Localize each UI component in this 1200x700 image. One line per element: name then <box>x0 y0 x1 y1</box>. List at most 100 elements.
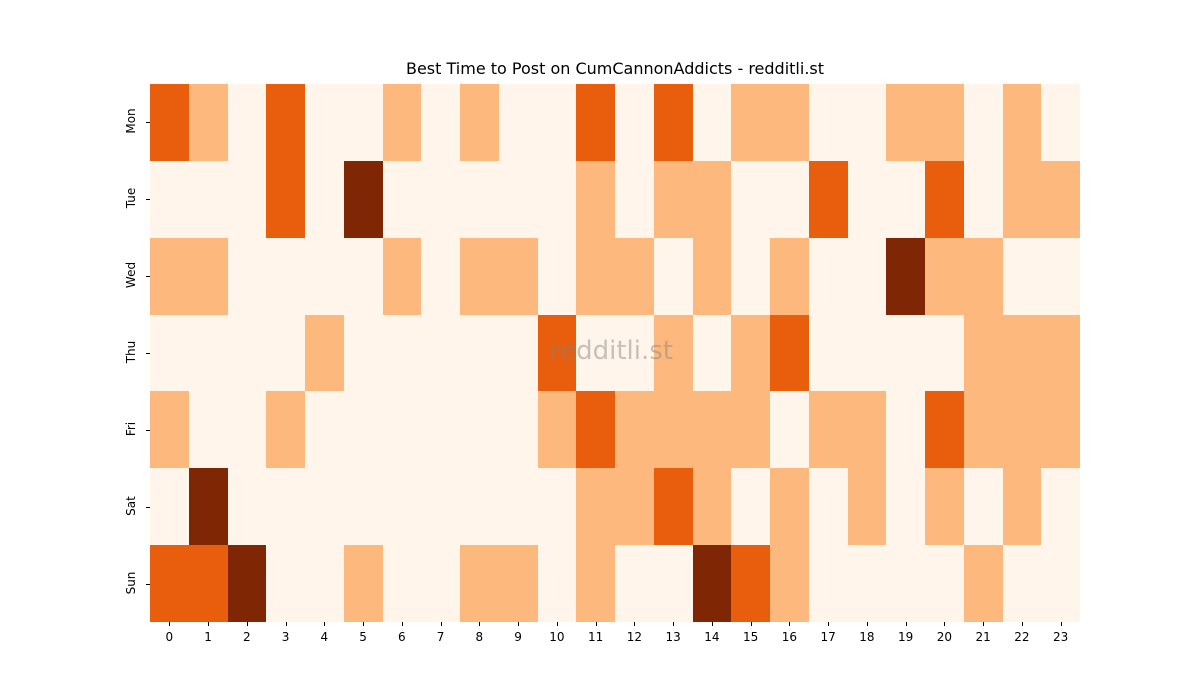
x-tick-label: 15 <box>742 630 759 644</box>
heatmap-cell <box>498 160 538 238</box>
heatmap-cell <box>460 160 499 238</box>
heatmap-cell <box>731 314 770 392</box>
heatmap-cell <box>227 545 267 622</box>
x-tick-label: 17 <box>820 630 836 644</box>
heatmap-cell <box>731 237 770 315</box>
heatmap-cell <box>266 160 305 238</box>
heatmap-cell <box>847 468 887 546</box>
heatmap-cell <box>770 237 809 315</box>
x-tick <box>673 622 675 626</box>
heatmap-cell <box>460 391 499 469</box>
heatmap-cell <box>188 545 228 622</box>
heatmap-cell <box>963 314 1003 392</box>
heatmap-cell <box>537 545 577 622</box>
x-tick <box>1060 622 1062 626</box>
heatmap-cell <box>188 84 228 161</box>
heatmap-cell <box>1002 160 1042 238</box>
heatmap-cell <box>886 468 925 546</box>
heatmap-cell <box>886 160 925 238</box>
heatmap-cell <box>266 391 305 469</box>
x-tick-label: 12 <box>626 630 643 644</box>
x-tick <box>401 622 403 626</box>
heatmap-cell <box>188 314 228 392</box>
x-tick-label: 5 <box>359 630 367 644</box>
heatmap-cell <box>266 314 305 392</box>
heatmap-cell <box>692 237 732 315</box>
heatmap-cell <box>692 468 732 546</box>
x-axis: 0 1 2 3 4 5 6 7 8 9 10 11 12 13 14 15 16 17 18 19 20 21 22 23 <box>150 622 1080 652</box>
x-tick <box>905 622 907 626</box>
heatmap-cell <box>537 391 577 469</box>
x-tick-label: 4 <box>320 630 329 644</box>
x-tick <box>789 622 791 626</box>
heatmap-cell <box>343 160 383 238</box>
heatmap-cell <box>731 84 770 161</box>
x-tick <box>866 622 868 626</box>
y-tick-label: Sat <box>124 495 138 516</box>
x-tick-label: 3 <box>281 630 290 644</box>
heatmap-cell <box>421 545 460 622</box>
heatmap-cell <box>1041 468 1080 546</box>
heatmap-cell <box>770 160 809 238</box>
heatmap-cell <box>808 160 848 238</box>
heatmap-cell <box>615 468 654 546</box>
heatmap-cell <box>692 545 732 622</box>
heatmap-cell <box>1002 84 1042 161</box>
x-tick <box>246 622 248 626</box>
heatmap-cell <box>1041 237 1080 315</box>
x-tick-label: 0 <box>165 630 174 644</box>
x-tick <box>324 622 326 626</box>
heatmap-cell <box>305 237 344 315</box>
heatmap-cell <box>576 160 615 238</box>
heatmap-cell <box>847 160 887 238</box>
heatmap-cell <box>615 237 654 315</box>
heatmap-cell <box>537 468 577 546</box>
heatmap-cell <box>382 160 422 238</box>
heatmap-cell <box>382 84 422 161</box>
y-tick-label: Sun <box>124 571 138 594</box>
x-tick-label: 2 <box>243 630 251 644</box>
heatmap-cell <box>963 160 1003 238</box>
x-tick-label: 20 <box>936 630 953 644</box>
heatmap-cell <box>731 160 770 238</box>
heatmap-cell <box>382 314 422 392</box>
heatmap-cell <box>343 84 383 161</box>
x-tick <box>285 622 287 626</box>
heatmap-cell <box>421 160 460 238</box>
y-axis: Mon Tue Wed Thu Fri Sat Sun <box>100 84 150 622</box>
x-tick-label: 10 <box>549 630 565 644</box>
y-tick-label: Tue <box>124 188 138 209</box>
heatmap-grid <box>150 84 1080 622</box>
x-tick-label: 9 <box>514 630 522 644</box>
heatmap-cell <box>808 391 848 469</box>
heatmap-cell <box>460 545 499 622</box>
y-tick <box>146 353 150 354</box>
heatmap-cell <box>150 160 189 238</box>
x-tick-label: 19 <box>897 630 914 644</box>
heatmap-cell <box>498 237 538 315</box>
heatmap-cell <box>227 314 267 392</box>
heatmap-cell <box>770 468 809 546</box>
heatmap-cell <box>692 160 732 238</box>
x-tick <box>828 622 830 626</box>
heatmap-cell <box>266 237 305 315</box>
heatmap-cell <box>963 84 1003 161</box>
heatmap-cell <box>537 314 577 392</box>
x-tick <box>711 622 713 626</box>
heatmap-cell <box>537 84 577 161</box>
heatmap-cell <box>460 468 499 546</box>
heatmap-cell <box>343 391 383 469</box>
heatmap-cell <box>615 314 654 392</box>
heatmap-cell <box>653 160 693 238</box>
y-tick <box>146 429 150 431</box>
x-tick-label: 1 <box>204 630 212 644</box>
heatmap-cell <box>615 545 654 622</box>
heatmap-cell <box>266 84 305 161</box>
heatmap-cell <box>925 84 964 161</box>
heatmap-cell <box>382 391 422 469</box>
x-tick <box>208 622 210 626</box>
y-tick-label: Mon <box>124 108 138 135</box>
heatmap-cell <box>227 160 267 238</box>
heatmap-cell <box>963 237 1003 315</box>
x-tick <box>479 622 481 626</box>
